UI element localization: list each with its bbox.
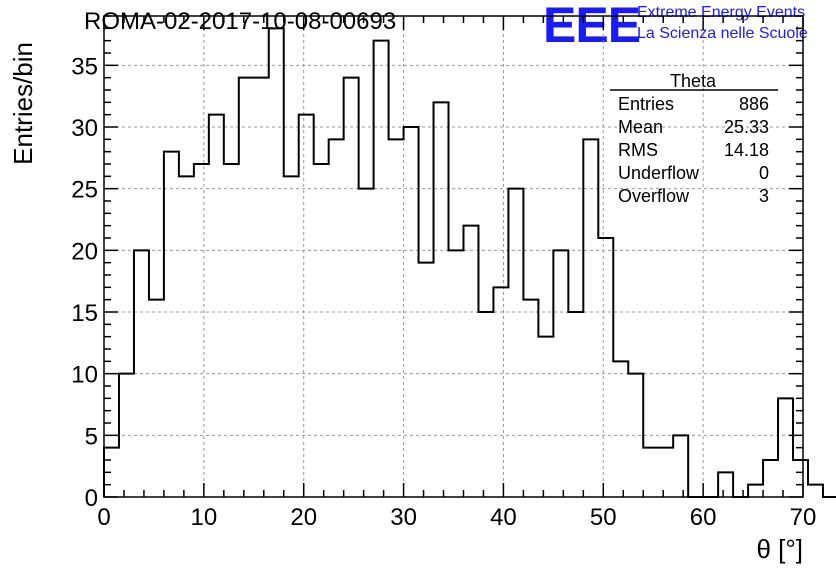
stats-value: 0 [759,163,769,183]
stats-label: RMS [618,140,658,160]
y-axis-label: Entries/bin [8,42,38,165]
y-tick-labels: 0 5 10 15 20 25 30 35 [71,53,98,512]
stats-label: Underflow [618,163,700,183]
stats-value: 3 [759,186,769,206]
y-tick-label: 25 [71,177,98,204]
x-tick-label: 20 [290,504,317,531]
stats-value: 14.18 [724,140,769,160]
x-tick-label: 40 [490,504,517,531]
y-tick-label: 20 [71,238,98,265]
grid-lines [104,16,803,497]
x-tick-label: 0 [97,504,110,531]
x-tick-label: 10 [191,504,218,531]
stats-label: Overflow [618,186,690,206]
stats-box: Theta Entries 886 Mean 25.33 RMS 14.18 Underfl… [610,71,778,206]
stats-title: Theta [670,71,717,91]
y-tick-label: 5 [85,423,98,450]
x-axis-label: θ [°] [756,534,803,564]
x-tick-label: 60 [690,504,717,531]
x-tick-label: 70 [790,504,817,531]
x-tick-label: 30 [390,504,417,531]
x-tick-label: 50 [590,504,617,531]
x-tick-labels: 0 10 20 30 40 50 60 70 [97,504,816,531]
histogram-outline [103,27,836,498]
logo-line-2: La Scienza nelle Scuole [637,25,808,42]
stats-label: Entries [618,94,674,114]
y-tick-label: 15 [71,300,98,327]
y-tick-label: 10 [71,362,98,389]
axis-ticks [103,15,804,498]
plot-frame [103,15,804,498]
y-tick-label: 0 [85,485,98,512]
stats-label: Mean [618,117,663,137]
eee-logo: EEE [543,0,641,53]
y-tick-label: 35 [71,53,98,80]
stats-value: 25.33 [724,117,769,137]
stats-value: 886 [739,94,769,114]
y-tick-label: 30 [71,115,98,142]
